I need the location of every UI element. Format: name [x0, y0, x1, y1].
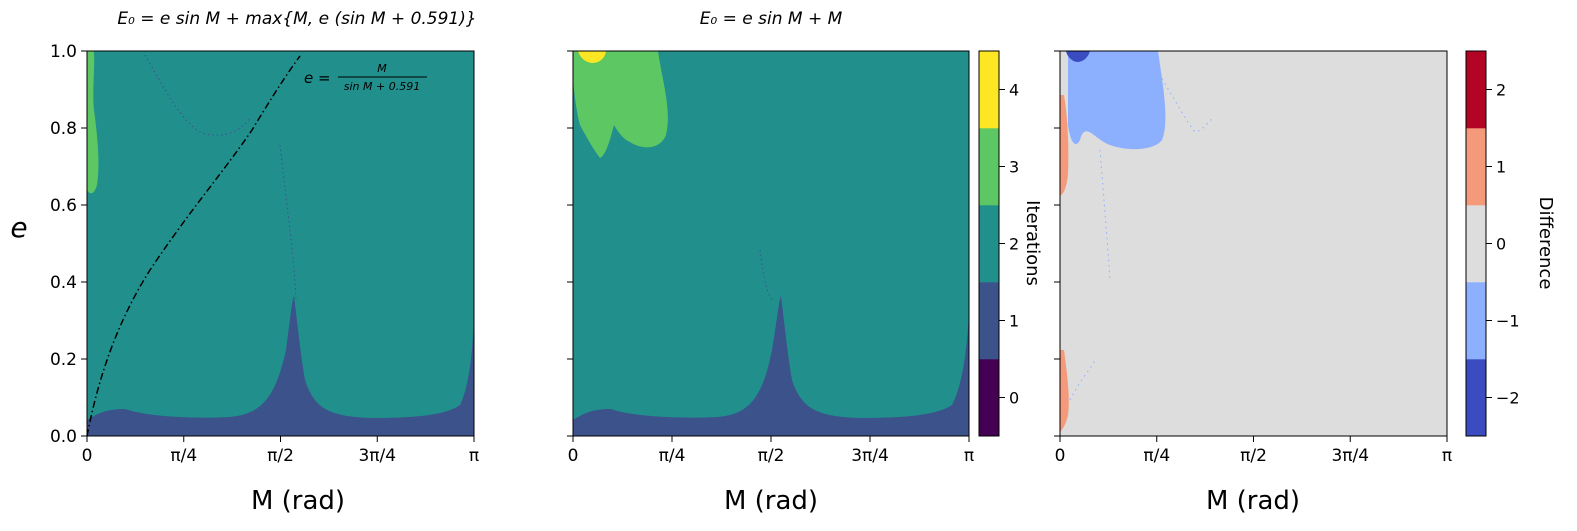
panel-3-xlabel: M (rad): [1206, 486, 1300, 516]
annotation: e = M sin M + 0.591: [304, 62, 427, 93]
panel-1-xlabel: M (rad): [251, 486, 345, 516]
region-minus1-difference: [1068, 51, 1166, 150]
y-tick-label: 0.6: [50, 196, 77, 216]
y-tick-label: 0.0: [50, 427, 77, 447]
iso-2-boundary: [759, 249, 775, 301]
region-plus1-upper-difference: [1060, 95, 1069, 195]
annotation-numerator: M: [377, 62, 387, 75]
x-tick-label: 0: [82, 446, 93, 466]
panel-2: E₀ = e sin M + M 0 π/4 π/2 3π/4 π M (rad): [567, 9, 974, 516]
colorbar-iterations-segments: [979, 51, 999, 437]
annotation-denominator: sin M + 0.591: [344, 80, 420, 93]
panel-1-y-axis: 0.0 0.2 0.4 0.6 0.8 1.0: [50, 42, 87, 447]
region-3-iterations: [573, 51, 668, 158]
y-tick-label: 1.0: [50, 42, 77, 62]
x-tick-label: 0: [1055, 446, 1066, 466]
x-tick-label: π: [469, 446, 479, 466]
colorbar-segment: [1466, 51, 1486, 129]
region-1-iterations: [573, 296, 969, 436]
colorbar-tick-label: 1: [1496, 158, 1506, 177]
x-tick-label: π/4: [1143, 446, 1170, 466]
colorbar-segment: [979, 205, 999, 283]
y-tick-label: 0.4: [50, 273, 77, 293]
panel-2-y-axis: [567, 50, 573, 437]
colorbar-segment: [1466, 128, 1486, 206]
panel-2-xlabel: M (rad): [724, 486, 818, 516]
colorbar-tick-label: 4: [1009, 81, 1019, 100]
y-tick-label: 0.8: [50, 119, 77, 139]
colorbar-difference-label: Difference: [1535, 197, 1556, 290]
colorbar-difference-segments: [1466, 51, 1486, 437]
colorbar-difference: −2 −1 0 1 2 Difference: [1465, 50, 1556, 437]
colorbar-iterations: 0 1 2 3 4 Iterations: [978, 50, 1043, 437]
colorbar-segment: [1466, 359, 1486, 437]
y-tick-label: 0.2: [50, 350, 77, 370]
x-tick-label: 3π/4: [1331, 446, 1369, 466]
colorbar-tick-label: 3: [1009, 158, 1019, 177]
x-tick-label: π: [1442, 446, 1452, 466]
colorbar-tick-label: 1: [1009, 312, 1019, 331]
panel-3-x-axis: 0 π/4 π/2 3π/4 π: [1055, 436, 1452, 466]
panel-1: E₀ = e sin M + max{M, e (sin M + 0.591)}…: [10, 9, 479, 516]
colorbar-segment: [1466, 282, 1486, 360]
colorbar-tick-label: 0: [1009, 389, 1019, 408]
x-tick-label: 0: [568, 446, 579, 466]
colorbar-segment: [979, 359, 999, 437]
panel-2-heatmap: [573, 51, 969, 436]
colorbar-segment: [979, 282, 999, 360]
panel-3-y-axis: [1054, 50, 1060, 437]
x-tick-label: π/2: [758, 446, 785, 466]
x-tick-label: π: [964, 446, 974, 466]
colorbar-iterations-ticks: 0 1 2 3 4: [999, 81, 1019, 408]
region-3-iterations: [87, 51, 99, 194]
panel-2-title: E₀ = e sin M + M: [700, 9, 843, 29]
annotation-lhs: e =: [304, 69, 331, 87]
colorbar-tick-label: −1: [1496, 312, 1520, 331]
colorbar-segment: [1466, 205, 1486, 283]
colorbar-iterations-label: Iterations: [1022, 200, 1043, 286]
x-tick-label: π/2: [1240, 446, 1267, 466]
panel-1-x-axis: 0 π/4 π/2 3π/4 π: [82, 436, 479, 466]
panel-2-x-axis: 0 π/4 π/2 3π/4 π: [568, 436, 974, 466]
region-plus1-lower-difference: [1060, 350, 1069, 432]
colorbar-difference-ticks: −2 −1 0 1 2: [1486, 81, 1520, 408]
colorbar-tick-label: 2: [1496, 81, 1506, 100]
panel-1-heatmap: [87, 51, 474, 436]
curve-e-of-M: [86, 55, 301, 437]
iso-2-boundary: [144, 54, 297, 301]
region-4-iterations: [578, 51, 606, 63]
x-tick-label: π/4: [659, 446, 686, 466]
colorbar-tick-label: 2: [1009, 235, 1019, 254]
colorbar-segment: [979, 51, 999, 129]
x-tick-label: 3π/4: [358, 446, 396, 466]
region-minus2-difference: [1066, 51, 1090, 62]
colorbar-tick-label: 0: [1496, 235, 1506, 254]
panel-1-ylabel: e: [10, 211, 27, 244]
panel-3-heatmap: [1060, 51, 1447, 436]
panel-3: 0 π/4 π/2 3π/4 π M (rad): [1054, 50, 1452, 516]
x-tick-label: π/4: [170, 446, 197, 466]
scatter-minus1-boundary: [1069, 59, 1213, 401]
x-tick-label: π/2: [267, 446, 294, 466]
panel-1-title: E₀ = e sin M + max{M, e (sin M + 0.591)}: [117, 9, 476, 29]
x-tick-label: 3π/4: [851, 446, 889, 466]
colorbar-segment: [979, 128, 999, 206]
colorbar-tick-label: −2: [1496, 389, 1520, 408]
region-1-iterations: [87, 296, 474, 436]
